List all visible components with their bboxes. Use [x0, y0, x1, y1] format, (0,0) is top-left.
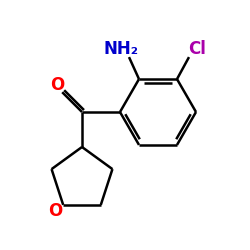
- Text: O: O: [48, 202, 62, 220]
- Text: O: O: [50, 76, 64, 94]
- Text: NH₂: NH₂: [104, 40, 138, 58]
- Text: Cl: Cl: [188, 40, 206, 58]
